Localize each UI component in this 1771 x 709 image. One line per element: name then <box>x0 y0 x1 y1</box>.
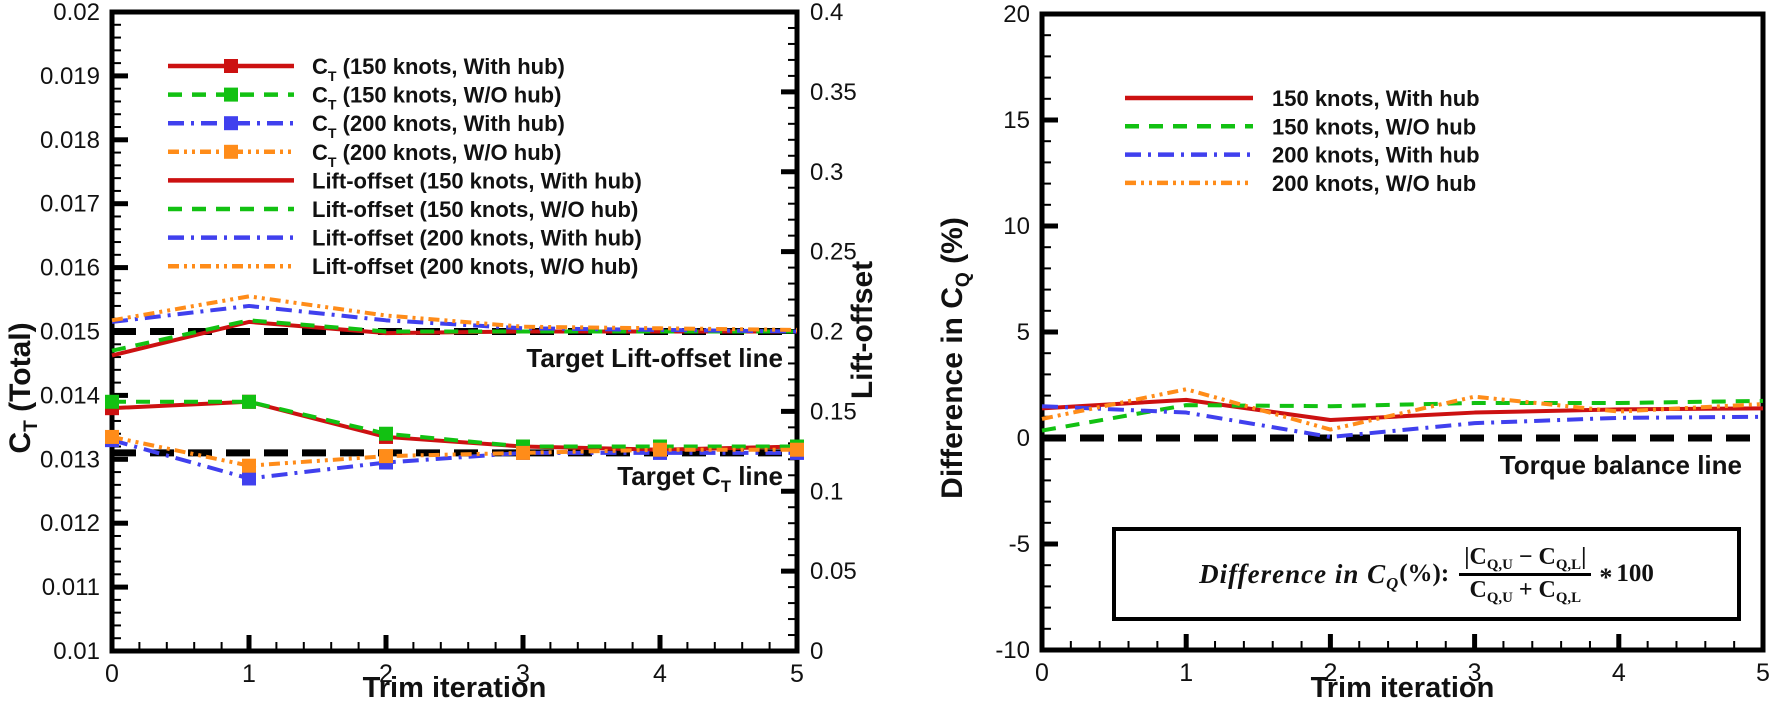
legend-entry-label: Lift-offset (150 knots, With hub) <box>312 168 642 193</box>
right-chart-x-tick-label: 1 <box>1179 659 1193 687</box>
formula-fraction: |CQ,U − CQ,L| CQ,U + CQ,L <box>1459 545 1592 606</box>
left-chart-marker <box>242 458 256 473</box>
left-chart-marker <box>379 426 393 441</box>
right-chart-x-tick-label: 4 <box>1612 659 1626 687</box>
left-chart-y2-tick-label: 0.25 <box>810 239 857 266</box>
legend-entry-label: 150 knots, W/O hub <box>1272 114 1476 139</box>
legend-entry-label: 200 knots, W/O hub <box>1272 171 1476 196</box>
right-chart-y-axis-title: Difference in CQ (%) <box>936 217 974 499</box>
left-chart-marker <box>653 442 667 457</box>
left-chart-y-tick-label: 0.015 <box>40 319 100 346</box>
left-chart-y-tick-label: 0.013 <box>40 446 100 473</box>
left-chart-series-5 <box>111 318 797 353</box>
right-chart-series-2 <box>1041 404 1764 439</box>
right-chart-legend: 150 knots, With hub 150 knots, W/O hub 200… <box>1125 86 1480 196</box>
right-chart-y-tick-label: 5 <box>1017 319 1030 346</box>
left-chart-series-7 <box>111 294 798 332</box>
left-chart-y2-tick-label: 0.3 <box>810 159 843 186</box>
left-chart-series-3 <box>105 429 804 473</box>
left-chart-y-tick-label: 0.016 <box>40 255 100 282</box>
left-chart-series-1 <box>105 394 804 454</box>
right-chart-series-1 <box>1041 398 1764 433</box>
left-chart-marker <box>516 445 530 460</box>
left-chart-ticks <box>109 9 800 654</box>
right-chart-y-tick-label: 0 <box>1017 425 1030 452</box>
left-chart-y2-tick-label: 0 <box>810 638 823 665</box>
right-chart-y-tick-label: -5 <box>1009 531 1030 558</box>
left-chart-y2-tick-label: 0.1 <box>810 478 843 505</box>
legend-entry-label: CT (150 knots, With hub) <box>312 54 565 84</box>
left-chart-y-tick-label: 0.019 <box>40 63 100 90</box>
left-chart-x-tick-label: 0 <box>105 660 119 688</box>
right-chart: 0 1 2 3 4 5 -10 -5 0 5 10 15 20 Trim iteration Differe… <box>936 1 1770 704</box>
left-chart-legend: CT (150 knots, With hub)CT (150 knots, W… <box>168 54 642 279</box>
left-chart-series-6 <box>111 303 798 334</box>
legend-entry-label: 200 knots, With hub <box>1272 143 1480 168</box>
left-chart-y2-axis-title: Lift-offset <box>846 261 879 399</box>
right-chart-y-tick-label: -10 <box>995 637 1030 664</box>
left-chart: 0 1 2 3 4 5 0.01 0.011 0.012 0.013 0.014 0.015 0.016… <box>4 0 879 704</box>
left-chart-x-tick-label: 4 <box>653 660 667 688</box>
left-chart-y-tick-label: 0.018 <box>40 127 100 154</box>
left-chart-y2-tick-label: 0.4 <box>810 0 843 26</box>
right-chart-ticks <box>1039 11 1766 653</box>
legend-entry-label: CT (200 knots, With hub) <box>312 111 565 141</box>
formula-box: Difference in CQ (%): |CQ,U − CQ,L| CQ,U… <box>1112 527 1741 621</box>
formula-lead-suffix: (%): <box>1399 560 1450 587</box>
legend-entry-label: Lift-offset (200 knots, With hub) <box>312 226 642 251</box>
legend-entry-label: 150 knots, With hub <box>1272 86 1480 111</box>
right-chart-ref-label-0: Torque balance line <box>1500 450 1742 480</box>
right-chart-x-tick-label: 3 <box>1468 659 1482 687</box>
formula-numerator: |CQ,U − CQ,L| <box>1459 545 1592 576</box>
formula-multiplier: 100 <box>1616 560 1654 587</box>
legend-marker-sample <box>224 116 238 131</box>
left-chart-y2-tick-label: 0.05 <box>810 558 857 585</box>
legend-entry-label: CT (150 knots, W/O hub) <box>312 83 561 113</box>
left-chart-x-tick-label: 3 <box>516 660 530 688</box>
right-chart-y-tick-label: 10 <box>1003 213 1030 240</box>
left-chart-marker <box>105 429 119 444</box>
left-chart-x-tick-label: 5 <box>790 660 804 688</box>
left-chart-x-tick-label: 1 <box>242 660 256 688</box>
left-chart-series-0 <box>105 394 804 457</box>
left-chart-y-tick-label: 0.01 <box>53 638 100 665</box>
left-chart-marker <box>105 394 119 409</box>
legend-entry-label: Lift-offset (150 knots, W/O hub) <box>312 197 638 222</box>
right-chart-y-tick-label: 15 <box>1003 107 1030 134</box>
right-chart-x-axis-title: Trim iteration <box>1311 672 1495 704</box>
right-chart-x-tick-label: 2 <box>1323 659 1337 687</box>
legend-marker-sample <box>224 59 238 73</box>
left-chart-y-tick-label: 0.014 <box>40 382 100 409</box>
left-chart-y-tick-label: 0.02 <box>53 0 100 26</box>
right-chart-x-tick-label: 0 <box>1035 659 1049 687</box>
formula-denominator: CQ,U + CQ,L <box>1469 576 1582 606</box>
left-chart-y-tick-label: 0.011 <box>42 574 100 601</box>
left-chart-y-tick-label: 0.012 <box>40 510 100 537</box>
legend-entry-label: Lift-offset (200 knots, W/O hub) <box>312 254 638 279</box>
right-chart-x-tick-label: 5 <box>1756 659 1770 687</box>
right-chart-series-3 <box>1041 387 1764 432</box>
left-chart-ref-label-0: Target Lift-offset line <box>526 343 783 373</box>
formula-multiply-star: * <box>1599 563 1613 592</box>
left-chart-marker <box>242 394 256 409</box>
legend-marker-sample <box>224 144 238 159</box>
left-chart-marker <box>790 442 804 457</box>
left-chart-marker <box>379 449 393 464</box>
left-chart-y2-tick-label: 0.2 <box>810 319 843 346</box>
legend-marker-sample <box>224 87 238 102</box>
left-chart-ref-label-1: Target CT line <box>617 461 783 496</box>
right-chart-y-tick-label: 20 <box>1003 1 1030 28</box>
left-chart-x-axis-title: Trim iteration <box>363 672 547 704</box>
left-chart-y2-tick-label: 0.15 <box>810 398 857 425</box>
left-chart-x-tick-label: 2 <box>379 660 393 688</box>
legend-entry-label: CT (200 knots, W/O hub) <box>312 140 561 170</box>
formula-lead: Difference in CQ <box>1199 558 1400 593</box>
left-chart-marker <box>242 471 256 486</box>
left-chart-y-axis-title: CT (Total) <box>4 322 42 453</box>
left-chart-y-tick-label: 0.017 <box>40 191 100 218</box>
left-chart-y2-tick-label: 0.35 <box>810 79 857 106</box>
